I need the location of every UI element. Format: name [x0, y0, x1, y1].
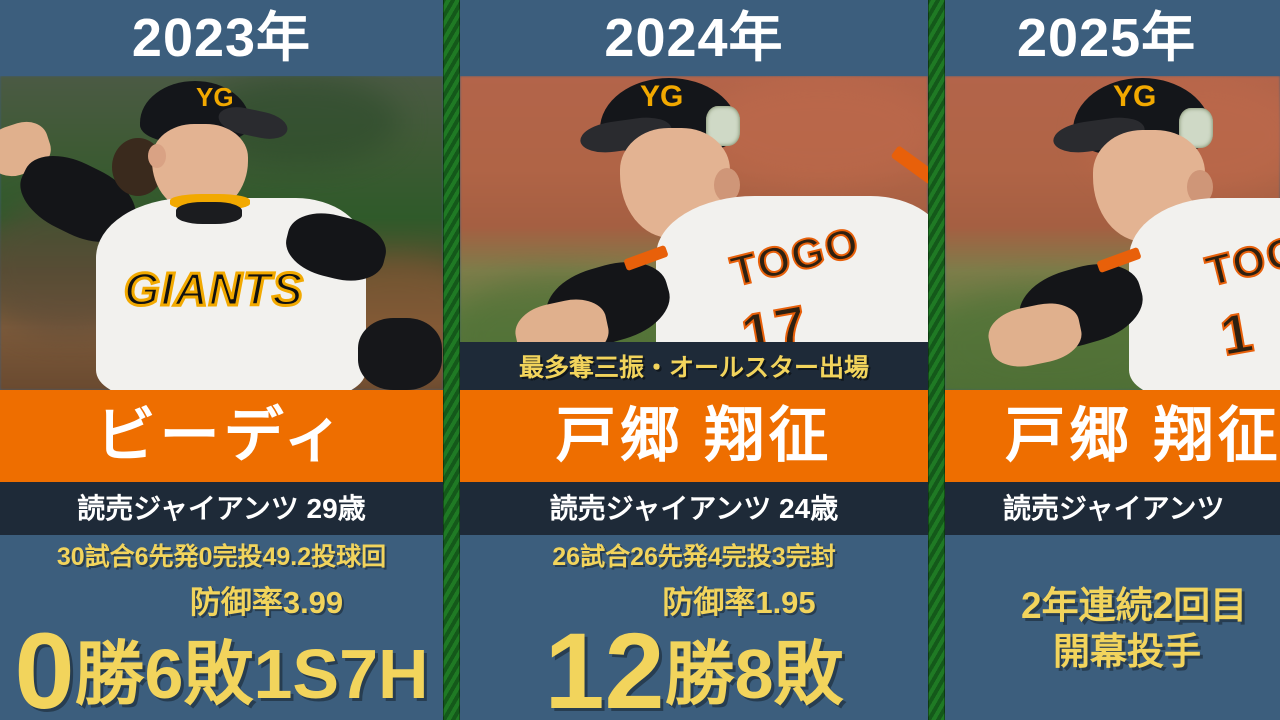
award-banner-2024: 最多奪三振・オールスター出場: [460, 342, 928, 390]
note-line-2: 開幕投手: [1053, 631, 1201, 673]
team-band-2023: 読売ジャイアンツ 29歳: [0, 482, 443, 535]
stat-summary-line: 30試合6先発0完投49.2投球回: [56, 543, 387, 571]
panel-divider-stripe: [928, 0, 945, 720]
record-rest: 勝6敗1S7H: [74, 635, 429, 713]
year-label: 2023年: [131, 8, 312, 68]
year-header-2023: 2023年: [0, 0, 443, 76]
record-wins: 0: [14, 610, 75, 720]
record-wins: 12: [544, 610, 665, 720]
record-rest: 勝8敗: [664, 635, 844, 713]
stat-summary-line: 26試合26先発4完投3完封: [552, 543, 836, 571]
year-panel-2023: 2023年 YG GIANTS: [0, 0, 443, 720]
note-block: 2年連続2回目 開幕投手: [945, 583, 1280, 676]
player-name-band-2023: ビーディ: [0, 390, 443, 482]
team-and-age: 読売ジャイアンツ 24歳: [549, 492, 839, 524]
player-name-band-2025: 戸郷 翔征: [945, 390, 1280, 482]
win-loss-record: 12勝8敗: [460, 617, 928, 720]
player-name: 戸郷 翔征: [555, 402, 833, 469]
award-text: 最多奪三振・オールスター出場: [518, 354, 869, 382]
collar-inner: [176, 202, 242, 224]
cap-logo-icon: YG: [640, 80, 684, 113]
era-label: 防御率3.99: [189, 585, 344, 620]
year-label: 2024年: [604, 8, 784, 68]
era-label: 防御率1.95: [662, 585, 816, 620]
jersey-team-text: GIANTS: [123, 263, 305, 315]
player-photo-2023: YG GIANTS: [0, 76, 443, 390]
player-name-band-2024: 戸郷 翔征: [460, 390, 928, 482]
panel-divider-stripe: [443, 0, 460, 720]
win-loss-record: 0勝6敗1S7H: [0, 617, 443, 720]
year-label: 2025年: [1017, 8, 1197, 68]
player-name: 戸郷 翔征: [1005, 402, 1280, 469]
year-panel-2025: 2025年 YG TOGO 1 戸郷 翔征: [945, 0, 1280, 720]
jersey: [1129, 198, 1280, 390]
year-panel-2024: 2024年 YG TOGO 17 最多奪三振・: [460, 0, 928, 720]
team-band-2025: 読売ジャイアンツ: [945, 482, 1280, 535]
player-photo-2024: YG TOGO 17 最多奪三振・オールスター出場: [460, 76, 928, 390]
team-and-age: 読売ジャイアンツ 29歳: [77, 492, 366, 524]
stats-block-2025: 2年連続2回目 開幕投手: [945, 535, 1280, 720]
stats-block-2023: 30試合6先発0完投49.2投球回 防御率3.99 0勝6敗1S7H: [0, 535, 443, 720]
cap-logo-icon: YG: [196, 82, 234, 112]
ear: [148, 144, 166, 168]
team-band-2024: 読売ジャイアンツ 24歳: [460, 482, 928, 535]
year-header-2024: 2024年: [460, 0, 928, 76]
glove: [358, 318, 442, 390]
year-header-2025: 2025年: [945, 0, 1280, 76]
stats-block-2024: 26試合26先発4完投3完封 防御率1.95 12勝8敗: [460, 535, 928, 720]
team-and-age: 読売ジャイアンツ: [1003, 492, 1225, 524]
player-photo-2025: YG TOGO 1: [945, 76, 1280, 390]
note-line-1: 2年連続2回目: [1021, 585, 1248, 626]
player-name: ビーディ: [95, 402, 348, 469]
cap-logo-icon: YG: [1113, 80, 1157, 113]
